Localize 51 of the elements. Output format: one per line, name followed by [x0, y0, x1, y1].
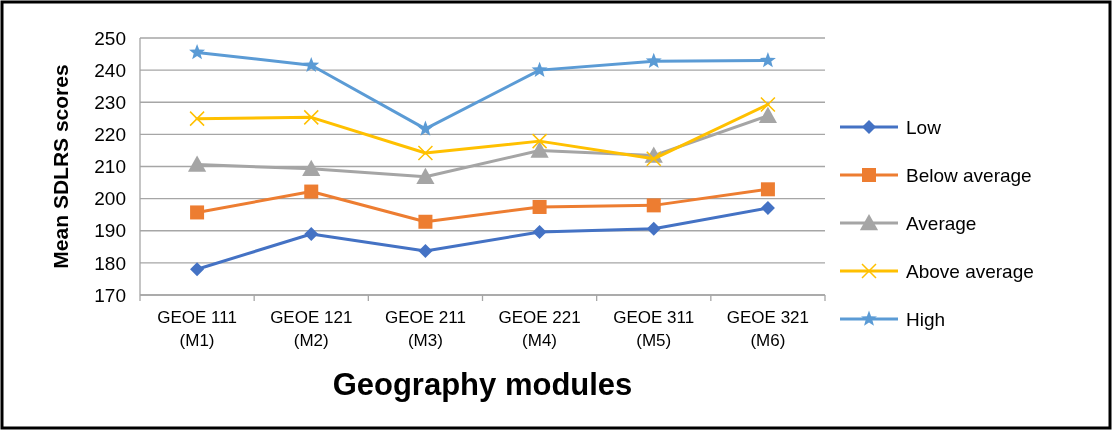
point: [760, 182, 775, 197]
y-tick-label: 180: [94, 252, 126, 274]
x-axis-title: Geography modules: [332, 367, 633, 402]
y-tick-label: 230: [94, 91, 126, 113]
point: [646, 221, 661, 236]
point: [189, 110, 205, 127]
point: [417, 120, 434, 136]
point: [418, 243, 433, 258]
point: [646, 151, 662, 167]
legend-label: Low: [906, 116, 942, 138]
legend-label: Average: [906, 212, 977, 234]
point: [304, 226, 319, 241]
y-tick-label: 250: [94, 27, 126, 49]
point: [416, 167, 435, 185]
y-axis-title: Mean SDLRS scores: [49, 64, 72, 269]
legend-label: Above average: [906, 260, 1034, 282]
x-tick-label: GEOE 211 (M3): [384, 308, 466, 350]
point: [531, 133, 548, 149]
point: [187, 155, 207, 172]
x-tick-label: GEOE 321 (M6): [726, 308, 810, 350]
point: [532, 225, 547, 240]
point: [760, 96, 776, 113]
point: [646, 198, 661, 213]
point: [190, 262, 205, 277]
y-tick-label: 190: [94, 220, 126, 242]
point: [645, 52, 662, 68]
point: [303, 56, 320, 73]
point: [302, 159, 321, 177]
point: [417, 145, 434, 161]
x-tick-label: GEOE 111 (M1): [157, 308, 237, 350]
point: [304, 184, 319, 199]
point: [758, 106, 778, 124]
y-tick-label: 170: [94, 284, 126, 306]
y-tick-label: 200: [94, 188, 126, 210]
point: [190, 205, 205, 220]
point: [532, 199, 547, 214]
point: [418, 214, 433, 229]
y-tick-label: 210: [94, 156, 126, 178]
legend-label: High: [906, 308, 946, 330]
point: [759, 52, 776, 68]
x-tick-label: GEOE 121 (M2): [270, 308, 353, 350]
point: [530, 141, 549, 158]
point: [531, 61, 548, 77]
y-tick-label: 240: [94, 59, 126, 81]
point: [189, 44, 206, 60]
x-tick-label: GEOE 311 (M5): [613, 308, 695, 350]
point: [303, 109, 319, 126]
x-tick-label: GEOE 221 (M4): [498, 308, 581, 350]
legend-label: Below average: [906, 164, 1032, 186]
point: [760, 200, 775, 215]
y-tick-label: 220: [94, 124, 126, 146]
